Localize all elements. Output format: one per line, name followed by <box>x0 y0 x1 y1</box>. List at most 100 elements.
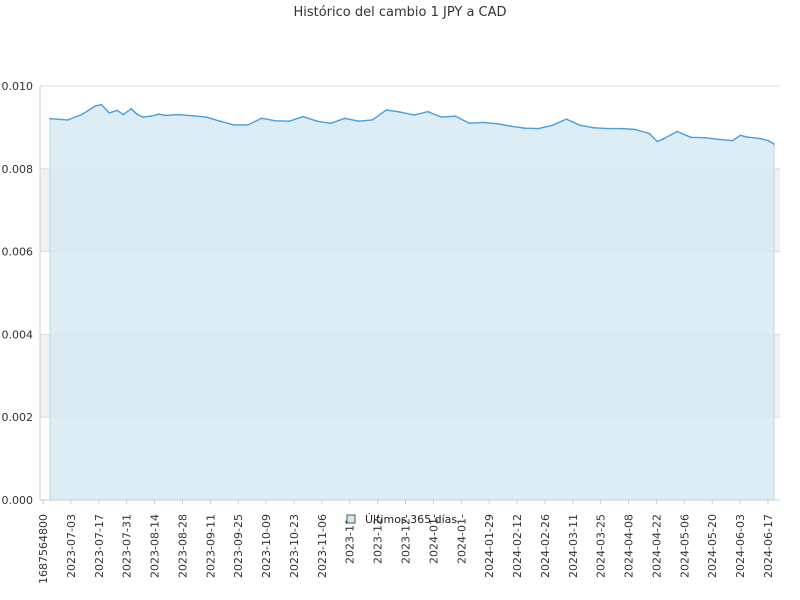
data-point <box>717 138 720 141</box>
data-point <box>482 121 485 124</box>
x-tick-label: 2024-05-06 <box>678 514 691 578</box>
x-tick-label: 1687564800 <box>37 514 50 584</box>
data-point <box>551 124 554 127</box>
data-point <box>163 114 166 117</box>
data-point <box>66 119 69 121</box>
y-tick-label: 0.006 <box>2 246 34 259</box>
data-point <box>773 143 775 145</box>
data-point <box>157 113 160 116</box>
data-point <box>731 139 734 142</box>
x-tick-label: 2024-03-11 <box>567 514 580 578</box>
x-tick-label: 2023-10-09 <box>260 514 273 578</box>
data-point <box>108 112 111 114</box>
data-point <box>620 127 623 130</box>
data-point <box>426 110 429 113</box>
data-point <box>579 124 581 127</box>
data-point <box>177 113 180 116</box>
data-point <box>80 113 83 116</box>
x-tick-label: 2023-11-06 <box>316 514 329 578</box>
data-point <box>739 134 742 137</box>
data-point <box>468 122 471 125</box>
x-tick-label: 2024-01- <box>455 514 468 564</box>
data-point <box>510 125 512 128</box>
data-point <box>219 120 222 123</box>
data-point <box>316 120 318 123</box>
data-point <box>274 119 277 122</box>
data-point <box>49 117 51 120</box>
data-point <box>496 122 498 125</box>
data-point <box>116 109 119 112</box>
data-point <box>136 113 138 116</box>
data-point <box>767 139 769 142</box>
data-point <box>690 136 692 139</box>
data-point <box>191 114 194 117</box>
data-point <box>537 127 540 130</box>
x-tick-label: 2024-04-22 <box>651 514 664 578</box>
data-point <box>288 120 291 123</box>
data-point <box>606 127 609 130</box>
data-point <box>454 115 457 118</box>
data-point <box>385 109 388 111</box>
data-point <box>371 119 374 121</box>
x-tick-label: 2023-07-31 <box>121 514 134 578</box>
data-point <box>703 136 706 139</box>
x-tick-label: 2024-02-26 <box>539 514 552 578</box>
x-tick-label: 2024-06-17 <box>762 514 775 578</box>
data-point <box>343 117 346 120</box>
x-tick-label: 2023-08-14 <box>149 514 162 578</box>
series-area <box>49 104 775 501</box>
x-tick-label: 2023-07-03 <box>65 514 78 578</box>
data-point <box>413 114 415 116</box>
x-tick-label: 2023-12- <box>372 514 385 564</box>
data-point <box>150 115 152 118</box>
data-point <box>399 111 401 113</box>
data-point <box>302 115 305 118</box>
y-tick-labels: 0.000 0.002 0.004 0.006 0.008 0.010 <box>2 80 34 507</box>
legend-swatch[interactable] <box>346 514 356 524</box>
x-tick-label: 2024-06-03 <box>734 514 747 578</box>
data-point <box>100 103 103 106</box>
legend-label[interactable]: Últimos 365 días <box>365 513 457 526</box>
x-tick-label: 2023-09-11 <box>204 514 217 578</box>
data-point <box>205 116 208 118</box>
legend[interactable]: Últimos 365 días <box>346 513 457 526</box>
x-tick-labels: 1687564800 2023-07-03 2023-07-17 2023-07-31… <box>37 500 775 584</box>
x-tick-label: 2023-12- <box>400 514 413 564</box>
y-tick-label: 0.008 <box>2 163 34 176</box>
x-tick-label: 2024-01-29 <box>483 514 496 578</box>
x-tick-label: 2024-05-20 <box>706 514 719 578</box>
data-point <box>357 120 360 123</box>
data-point <box>330 122 332 125</box>
x-tick-label: 2024-04-08 <box>623 514 636 578</box>
data-point <box>130 107 133 110</box>
data-point <box>676 130 678 133</box>
data-point <box>745 136 748 138</box>
data-point <box>260 117 263 120</box>
x-tick-label: 2024-02-12 <box>511 514 524 578</box>
chart-title: Histórico del cambio 1 JPY a CAD <box>293 5 506 20</box>
data-point <box>142 116 144 118</box>
x-tick-label: 2023-08-28 <box>176 514 189 578</box>
data-point <box>94 105 97 107</box>
data-point <box>523 127 526 130</box>
x-tick-label: 2023-10-23 <box>288 514 301 578</box>
y-tick-label: 0.004 <box>2 328 34 341</box>
series-area-layer <box>49 103 775 501</box>
x-tick-label: 2024-03-25 <box>595 514 608 578</box>
data-point <box>593 126 595 129</box>
data-point <box>656 140 659 143</box>
x-tick-label: 2023-11- <box>344 514 357 564</box>
x-tick-label: 2023-07-17 <box>93 514 106 578</box>
y-tick-label: 0.000 <box>2 494 34 507</box>
data-point <box>759 137 762 140</box>
y-tick-label: 0.010 <box>2 80 34 93</box>
data-point <box>122 113 125 116</box>
data-point <box>662 138 665 140</box>
x-tick-label: 2024-01- <box>427 514 440 564</box>
x-tick-label: 2023-09-25 <box>232 514 245 578</box>
y-tick-label: 0.002 <box>2 411 34 424</box>
data-point <box>233 124 235 126</box>
data-point <box>246 124 249 126</box>
